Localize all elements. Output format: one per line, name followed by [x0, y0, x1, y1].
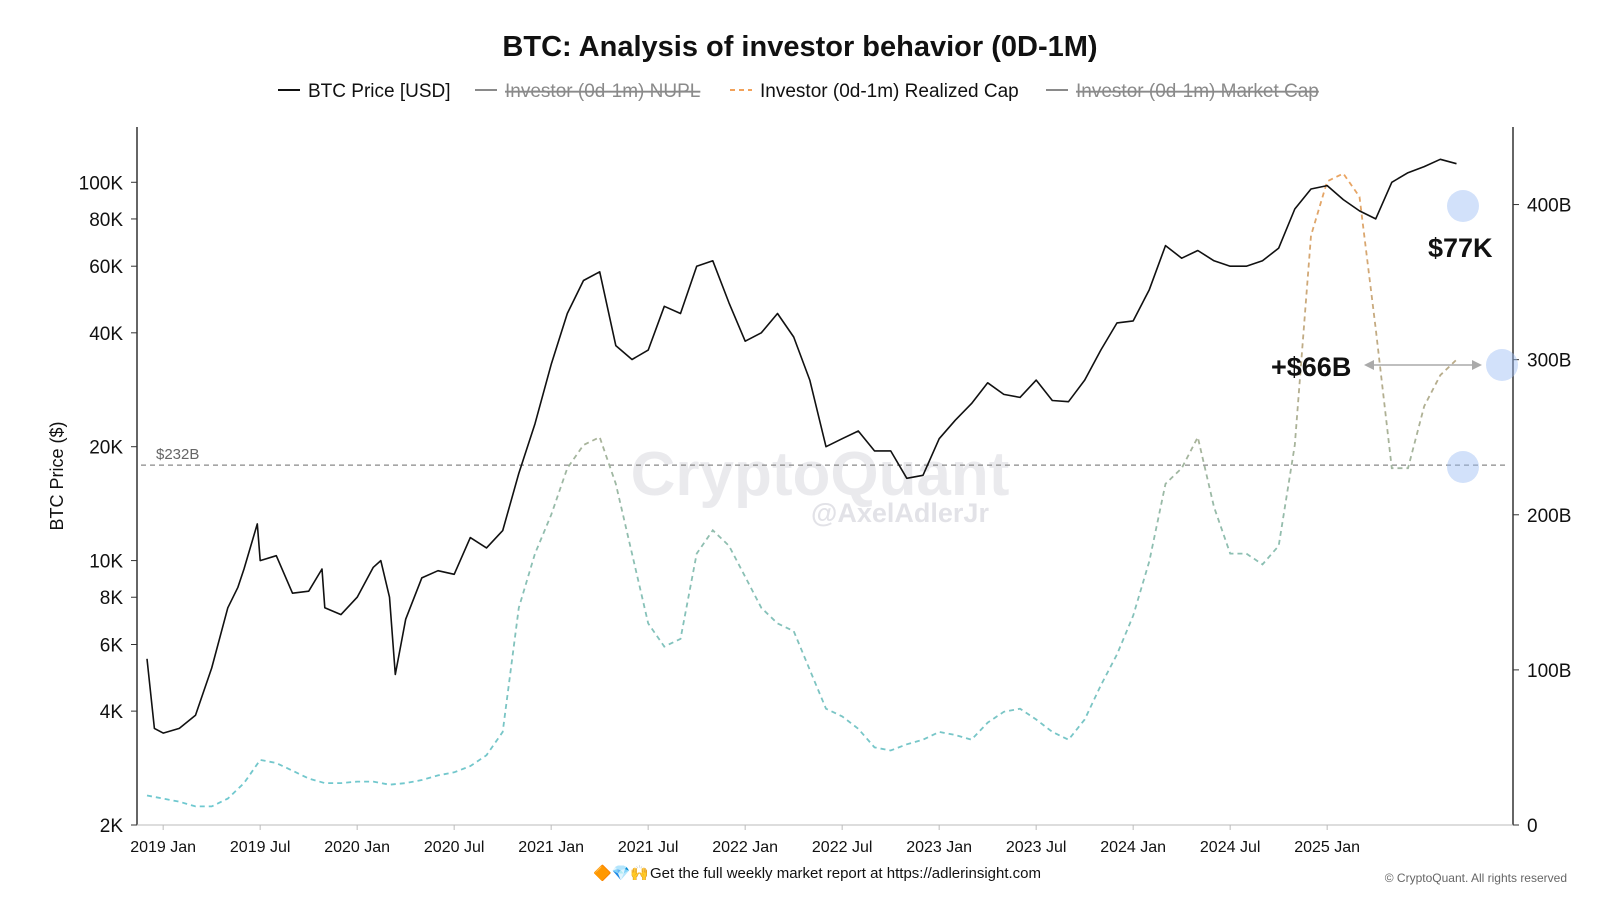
x-tick-label: 2019 Jan: [130, 839, 196, 856]
x-tick-label: 2022 Jan: [712, 839, 778, 856]
annotation-66b: +$66B: [1271, 352, 1351, 382]
x-tick-label: 2023 Jul: [1006, 839, 1067, 856]
annotation-66b-arrow-left-head: [1364, 360, 1374, 370]
right-tick-label: 0: [1527, 816, 1538, 837]
left-tick-label: 10K: [89, 552, 123, 573]
annotations: $77K +$66B: [1271, 190, 1518, 483]
highlight-circle-77k: [1447, 190, 1479, 222]
highlight-circle-realized-cap-low: [1447, 451, 1479, 483]
legend: BTC Price [USD] Investor (0d-1m) NUPL Inve…: [278, 81, 1319, 102]
reference-lines: $232B: [141, 446, 1509, 466]
x-tick-label: 2019 Jul: [230, 839, 291, 856]
legend-item-label[interactable]: Investor (0d-1m) Realized Cap: [760, 81, 1019, 102]
left-tick-label: 60K: [89, 257, 123, 278]
left-tick-label: 2K: [100, 816, 124, 837]
reference-line-label: $232B: [156, 446, 199, 463]
x-tick-label: 2025 Jan: [1294, 839, 1360, 856]
x-tick-label: 2021 Jan: [518, 839, 584, 856]
annotation-66b-arrow-right-head: [1472, 360, 1482, 370]
right-tick-label: 200B: [1527, 506, 1571, 527]
left-tick-label: 20K: [89, 438, 123, 459]
x-axis-ticks: 2019 Jan 2019 Jul 2020 Jan 2020 Jul 2021 Jan…: [130, 825, 1360, 856]
footer-report-link[interactable]: Get the full weekly market report at htt…: [650, 865, 1041, 882]
right-tick-label: 400B: [1527, 196, 1571, 217]
left-tick-label: 4K: [100, 702, 124, 723]
watermark-brand: CryptoQuant: [631, 440, 1010, 509]
btc-price-line: [146, 158, 1457, 734]
legend-item-label[interactable]: Investor (0d-1m) Market Cap: [1076, 81, 1319, 102]
watermark: CryptoQuant @AxelAdlerJr: [631, 440, 1010, 528]
chart-title: BTC: Analysis of investor behavior (0D-1…: [502, 31, 1097, 63]
footer-emoji: 🔶💎🙌: [593, 864, 649, 882]
x-tick-label: 2024 Jul: [1200, 839, 1261, 856]
x-tick-label: 2020 Jul: [424, 839, 485, 856]
x-tick-label: 2023 Jan: [906, 839, 972, 856]
footer-copyright: © CryptoQuant. All rights reserved: [1385, 871, 1567, 885]
watermark-handle: @AxelAdlerJr: [811, 498, 989, 528]
right-tick-label: 100B: [1527, 661, 1571, 682]
x-tick-label: 2020 Jan: [324, 839, 390, 856]
legend-item-label[interactable]: Investor (0d-1m) NUPL: [505, 81, 700, 102]
left-tick-label: 6K: [100, 636, 124, 657]
x-tick-label: 2024 Jan: [1100, 839, 1166, 856]
axes: [136, 127, 1514, 826]
series: [146, 158, 1458, 808]
left-tick-label: 8K: [100, 588, 124, 609]
left-tick-label: 40K: [89, 324, 123, 345]
left-tick-label: 80K: [89, 210, 123, 231]
right-tick-label: 300B: [1527, 351, 1571, 372]
realized-cap-line: [146, 172, 1458, 808]
left-tick-label: 100K: [79, 173, 124, 194]
annotation-77k: $77K: [1428, 233, 1493, 263]
highlight-circle-realized-cap-current: [1486, 349, 1518, 381]
footer: 🔶💎🙌 Get the full weekly market report at…: [593, 864, 1567, 885]
legend-item-label[interactable]: BTC Price [USD]: [308, 81, 451, 102]
right-axis-ticks: 0 100B 200B 300B 400B: [1513, 196, 1571, 837]
x-tick-label: 2022 Jul: [812, 839, 873, 856]
y-axis-title: BTC Price ($): [47, 421, 67, 530]
x-tick-label: 2021 Jul: [618, 839, 679, 856]
left-axis-ticks: 2K 4K 6K 8K 10K 20K 40K 60K 80K 100K: [79, 173, 137, 837]
